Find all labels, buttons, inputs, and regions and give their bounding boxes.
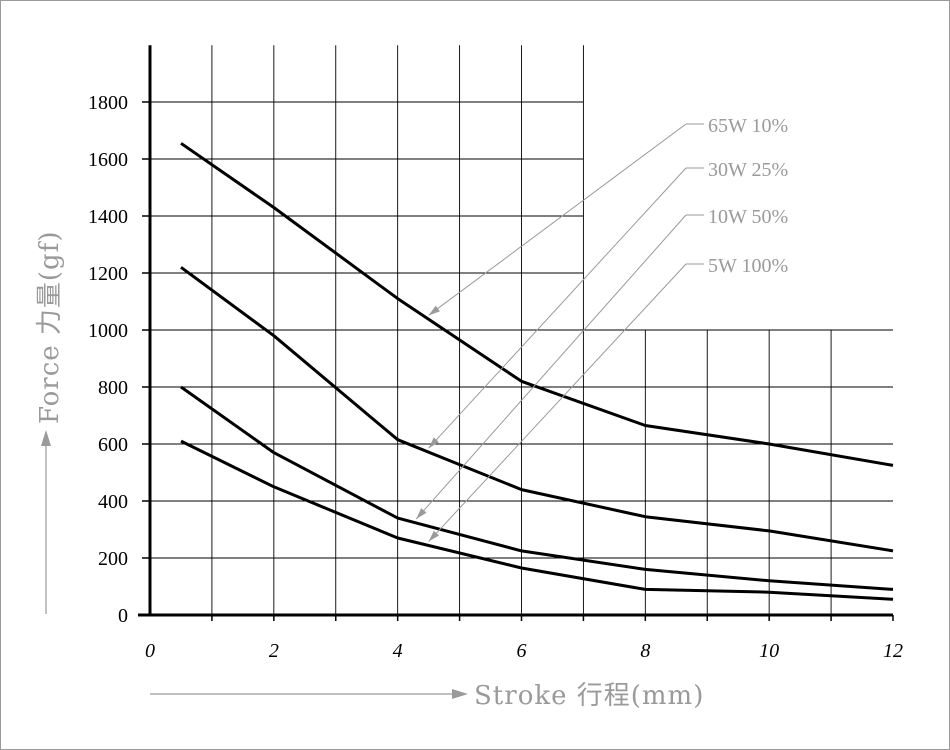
y-tick-label: 1000 [88,320,128,342]
x-axis-title: Stroke 行程(mm) [474,681,704,711]
y-tick-labels: 0 200 400 600 800 1000 1200 1400 1600 1800 [88,92,128,627]
x-tick-label: 0 [145,640,155,662]
x-tick-label: 12 [883,640,903,662]
x-tick-label: 8 [640,640,650,662]
y-tick-label: 200 [98,548,128,570]
legend-arrowhead [416,508,427,520]
y-tick-label: 400 [98,491,128,513]
y-tick-label: 1400 [88,206,128,228]
x-axis-arrow-head [452,689,468,699]
legend-leader [415,214,687,520]
axes [138,45,894,621]
legend-label: 5W 100% [708,255,788,277]
x-tick-label: 4 [393,640,403,662]
y-tick-label: 600 [98,434,128,456]
series-line [180,142,894,467]
series-lines [180,142,894,601]
legend-leader [428,263,687,542]
y-axis-title: Force 力量(gf) [35,231,65,424]
x-tick-label: 2 [269,640,279,662]
series-line [180,439,894,601]
legend-leader [428,167,687,449]
y-tick-label: 1600 [88,149,128,171]
y-tick-label: 1800 [88,92,128,114]
y-axis-arrow-head [41,430,51,446]
x-tick-label: 10 [759,640,779,662]
legend-label: 30W 25% [708,159,788,181]
legend-leader [428,123,687,316]
series-line [180,266,894,553]
x-tick-labels: 0 2 4 6 8 10 12 [145,640,903,662]
x-tick-label: 6 [517,640,527,662]
legend-label: 65W 10% [708,115,788,137]
legend-arrowhead [428,530,440,542]
grid [150,45,893,615]
y-tick-label: 800 [98,377,128,399]
y-tick-label: 0 [118,605,128,627]
legend-arrowhead [428,305,440,316]
legend-arrowhead [428,437,439,449]
y-tick-label: 1200 [88,263,128,285]
series-line [180,385,894,591]
legend-label: 10W 50% [708,206,788,228]
legend: 65W 10% 30W 25% 10W 50% 5W 100% [415,115,788,542]
